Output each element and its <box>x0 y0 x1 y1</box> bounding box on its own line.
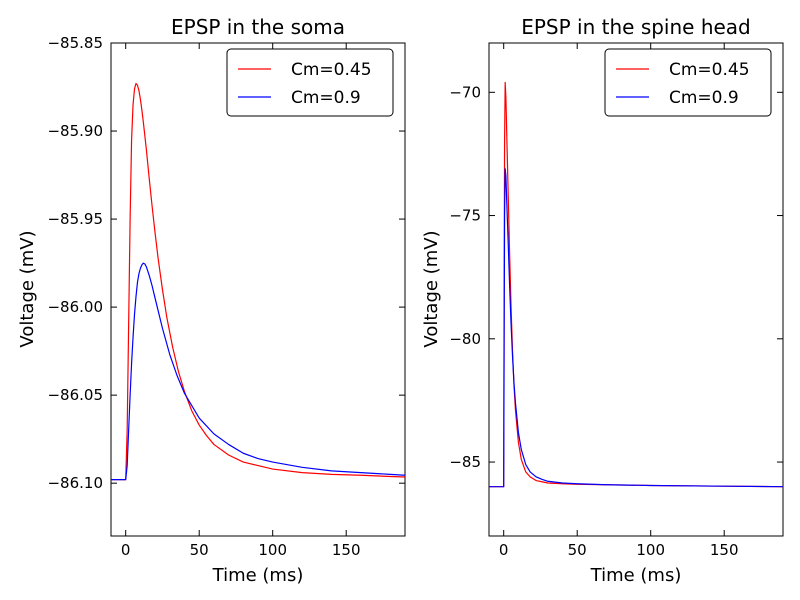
x-tick-label: 150 <box>332 541 361 559</box>
x-tick-label: 50 <box>190 541 209 559</box>
y-tick-label: −86.00 <box>47 298 103 316</box>
legend: Cm=0.45 Cm=0.9 <box>226 48 394 117</box>
y-tick-label: −85.90 <box>47 122 103 140</box>
y-tick-label: −85.85 <box>47 34 103 52</box>
chart-title: EPSP in the spine head <box>521 15 751 39</box>
x-tick-label: 50 <box>568 541 587 559</box>
y-axis-label: Voltage (mV) <box>421 230 442 347</box>
x-tick-label: 100 <box>258 541 287 559</box>
axis-ticks: 0 50 100 150 −86.10 −86.05 −86.00 −85.95 −85.90 −… <box>47 34 405 559</box>
y-tick-label: −80 <box>449 330 481 348</box>
series-line-cm-0-45 <box>489 81 784 488</box>
x-tick-label: 0 <box>499 541 509 559</box>
series-line-cm-0-9 <box>489 168 784 488</box>
series-line-cm-0-9 <box>111 262 406 481</box>
legend-box <box>604 48 772 117</box>
y-tick-label: −86.05 <box>47 386 103 404</box>
y-tick-label: −75 <box>449 207 481 225</box>
y-tick-label: −70 <box>449 83 481 101</box>
legend: Cm=0.45 Cm=0.9 <box>604 48 772 117</box>
y-tick-label: −85 <box>449 453 481 471</box>
axis-ticks: 0 50 100 150 −85 −80 −75 −70 <box>449 43 783 559</box>
series-lines <box>489 81 784 488</box>
legend-label: Cm=0.45 <box>291 60 372 80</box>
y-tick-label: −86.10 <box>47 474 103 492</box>
plot-frame <box>488 42 784 537</box>
y-tick-label: −85.95 <box>47 210 103 228</box>
x-tick-label: 0 <box>121 541 131 559</box>
plot-frame <box>110 42 406 537</box>
x-tick-label: 150 <box>710 541 739 559</box>
legend-box <box>226 48 394 117</box>
x-tick-label: 100 <box>636 541 665 559</box>
y-axis-label: Voltage (mV) <box>17 230 38 347</box>
legend-label: Cm=0.45 <box>669 60 750 80</box>
legend-label: Cm=0.9 <box>669 88 739 108</box>
x-axis-label: Time (ms) <box>212 565 304 586</box>
x-axis-label: Time (ms) <box>590 565 682 586</box>
series-line-cm-0-45 <box>111 82 406 481</box>
soma-chart: EPSP in the soma Time (ms) Voltage (mV) … <box>17 15 406 586</box>
spine-head-chart: EPSP in the spine head Time (ms) Voltage… <box>421 15 784 586</box>
legend-label: Cm=0.9 <box>291 88 361 108</box>
chart-title: EPSP in the soma <box>171 15 345 39</box>
series-lines <box>111 82 406 481</box>
